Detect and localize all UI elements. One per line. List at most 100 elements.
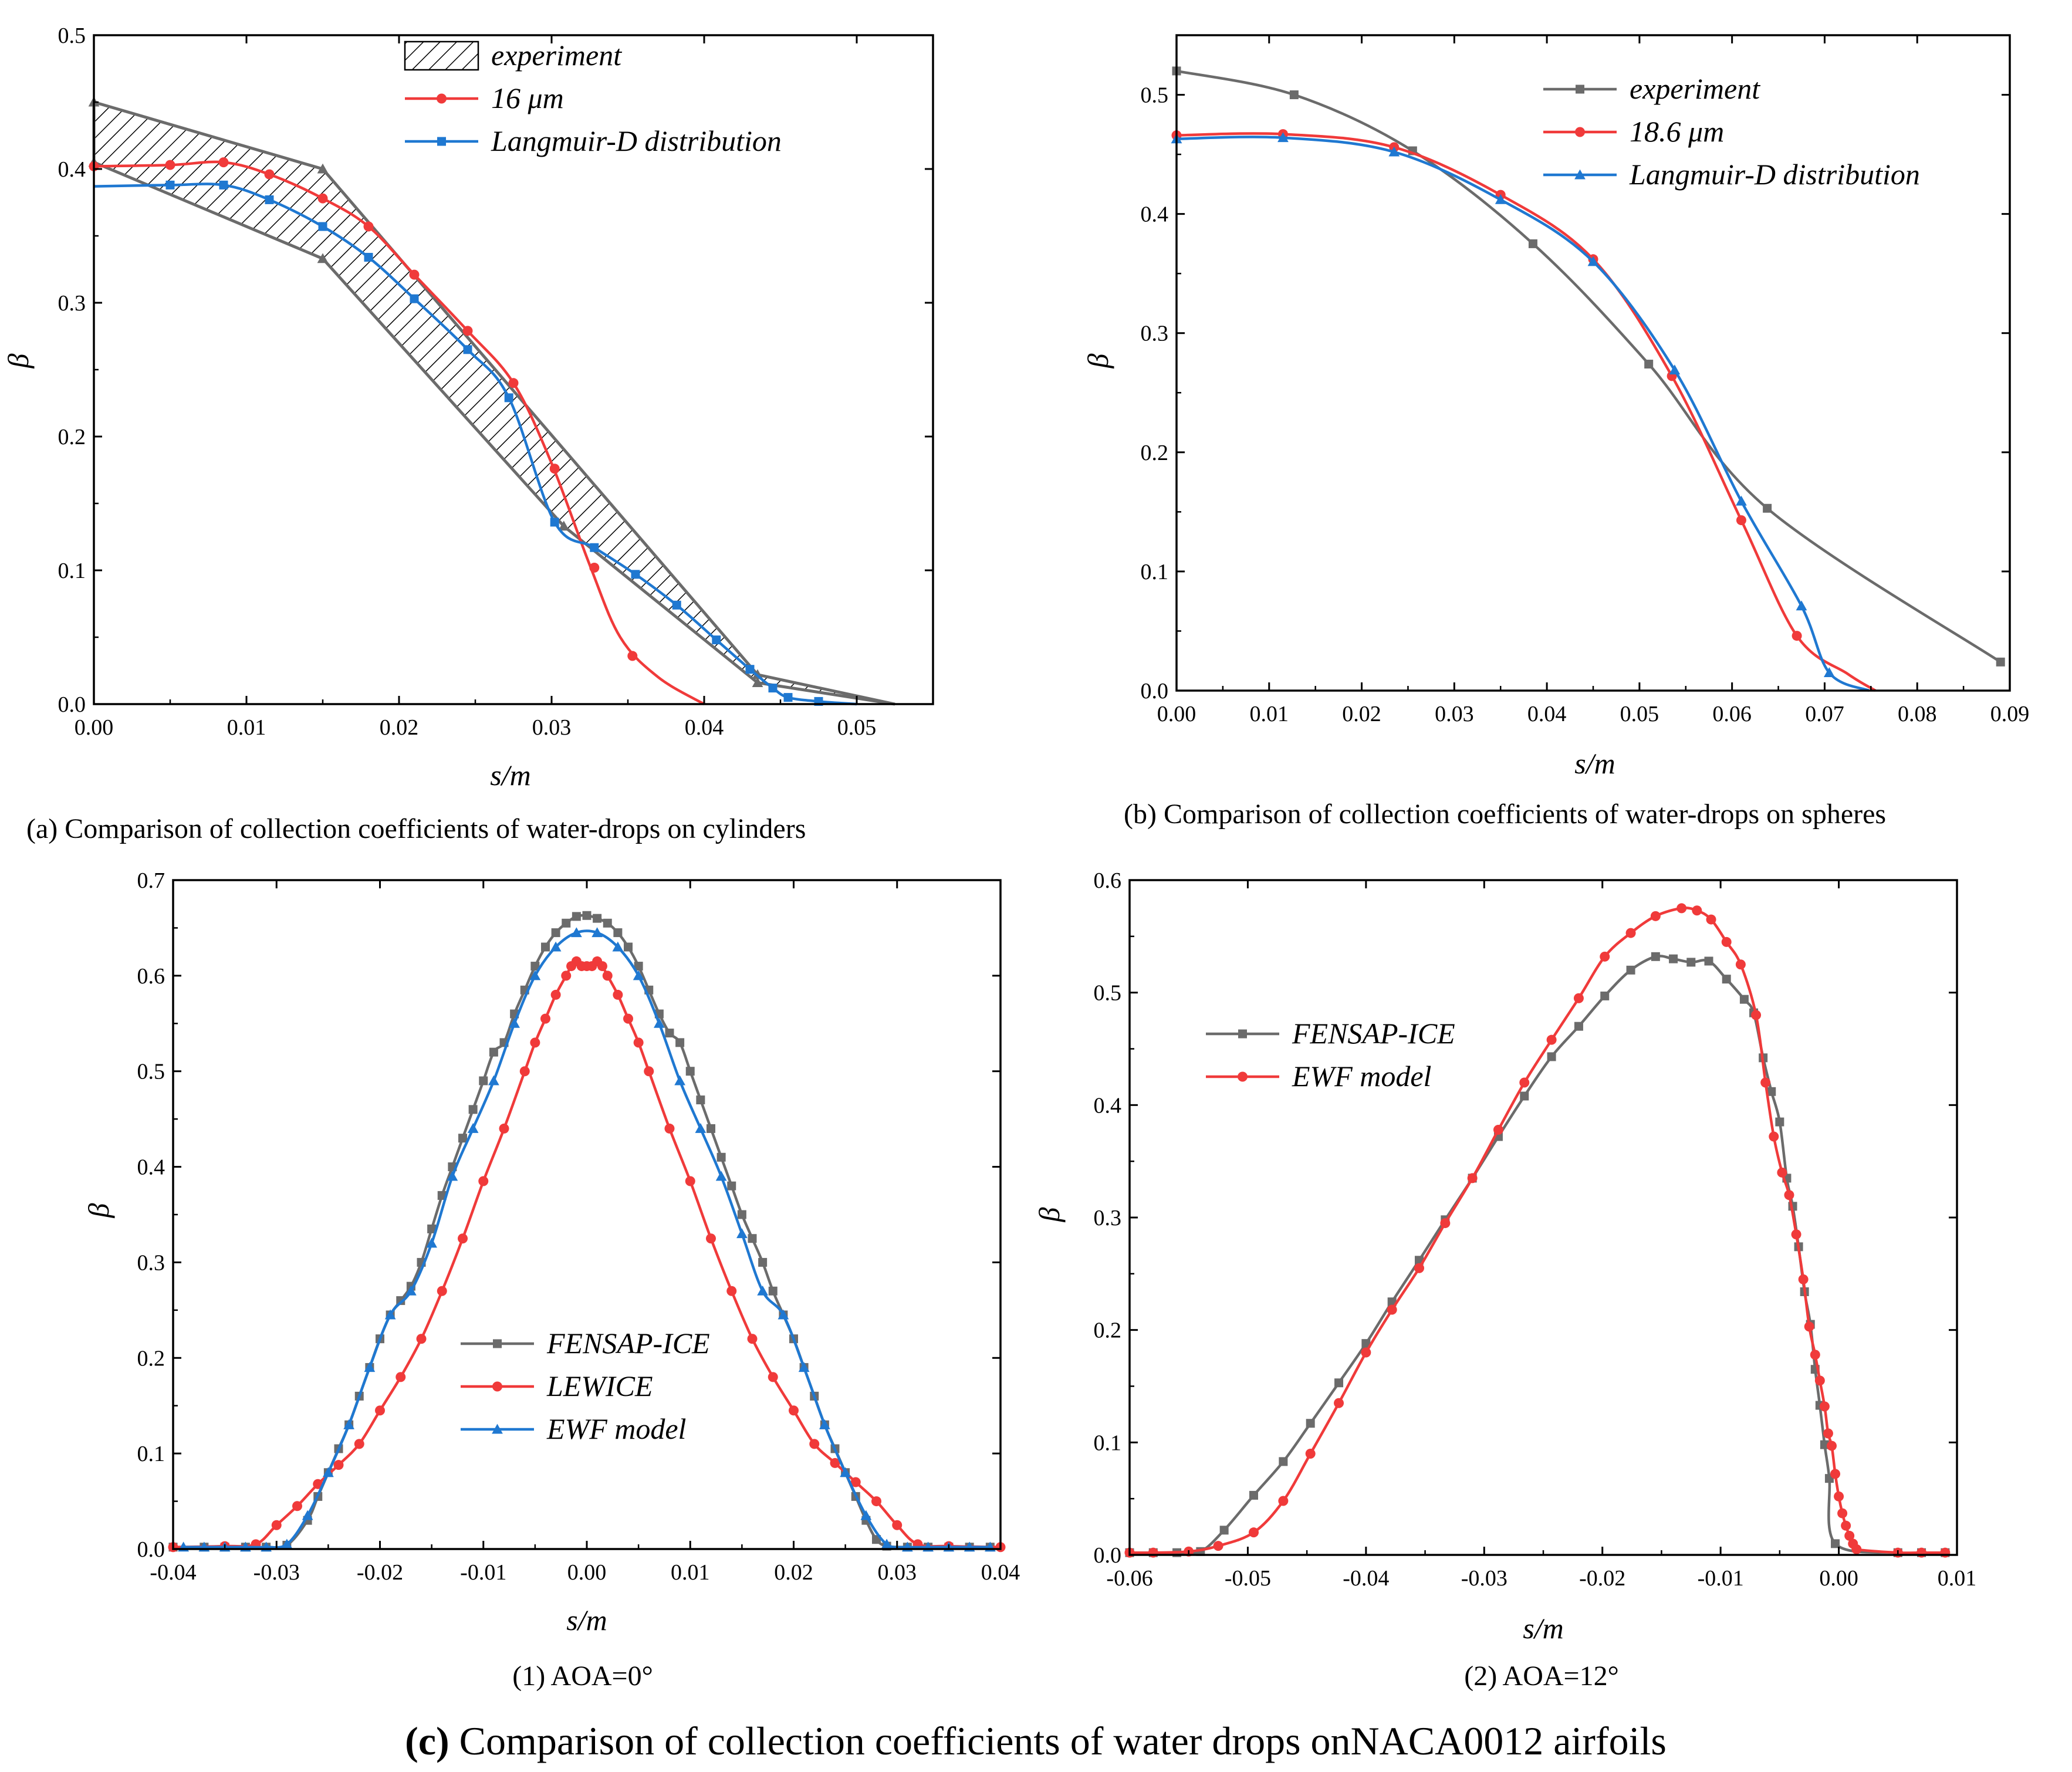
panel-c2-series-1-point <box>1467 1173 1478 1183</box>
panel-c1-x-tick-label: -0.04 <box>150 1560 196 1585</box>
panel-b-x-tick-label: 0.05 <box>1620 702 1659 726</box>
panel-a-plot-area: 0.00 0.01 0.02 0.03 0.04 0.05 0.0 0.1 0.2 0.3 0.4 0… <box>2 23 934 792</box>
panel-a-caption: (a) Comparison of collection coefficient… <box>26 813 806 844</box>
panel-a-legend-label: experiment <box>491 39 622 72</box>
panel-c1-series-0-point <box>572 912 581 921</box>
panel-c2-series-1-point <box>1777 1167 1787 1178</box>
panel-c1-series-1-point <box>354 1439 364 1449</box>
panel-c1-series-2-point <box>695 1123 707 1133</box>
panel-c2-series-1-point <box>1676 903 1687 914</box>
panel-c1-series-2-point <box>736 1228 748 1239</box>
panel-c1-series-1-point <box>809 1439 820 1449</box>
panel-c2-series-1-point <box>1213 1541 1223 1551</box>
panel-c1-series-0-point <box>479 1076 488 1085</box>
panel-a-series-1-point <box>631 570 640 579</box>
panel-c1-series-2-point <box>881 1538 893 1549</box>
panel-b-series-0-point <box>1289 90 1299 100</box>
panel-b-legend-label: experiment <box>1630 72 1760 105</box>
panel-c2-y-tick-label: 0.1 <box>1094 1431 1122 1455</box>
panel-c1-x-tick-label: -0.02 <box>357 1560 403 1585</box>
panel-c2-series-1-line <box>1129 907 1945 1554</box>
panel-c1-series-2-line <box>183 929 991 1549</box>
panel-c1-y-tick-label: 0.4 <box>137 1155 165 1180</box>
panel-b-series-2-point <box>1495 194 1506 204</box>
panel-c2-legend-label: EWF model <box>1292 1060 1431 1093</box>
panel-c1-series-1-point <box>437 1286 447 1296</box>
panel-c1-series-2-point <box>778 1309 789 1320</box>
panel-c2-x-tick-label: -0.02 <box>1579 1566 1625 1591</box>
panel-c2-y-axis-label: β <box>1033 1207 1066 1222</box>
panel-a-band-marker <box>752 677 763 688</box>
panel-c2-series-1-point <box>1804 1321 1814 1332</box>
panel-c2-series-1-point <box>1814 1375 1825 1386</box>
panel-c2-x-tick-label: -0.06 <box>1106 1566 1152 1591</box>
panel-c1-series-2-point <box>654 1017 665 1028</box>
panel-c1-series-0-point <box>737 1210 746 1219</box>
panel-c1-x-tick-label: -0.03 <box>253 1560 300 1585</box>
panel-a-legend-label: Langmuir-D distribution <box>491 124 782 157</box>
panel-c2-series-0-point <box>1361 1339 1371 1348</box>
panel-c1-series-1-point <box>602 970 613 981</box>
panel-c2-series-1-point <box>1440 1218 1451 1229</box>
panel-a-x-tick-label: 0.04 <box>685 715 724 740</box>
panel-c1-series-2-point <box>715 1171 727 1181</box>
panel-c2-series-1-point <box>1834 1491 1844 1502</box>
panel-a-series-0-point <box>627 651 638 661</box>
panel-c2-series-1-point <box>1851 1544 1862 1554</box>
panel-a-series-0-point <box>589 562 600 573</box>
panel-c1-series-2-point <box>323 1467 334 1477</box>
panel-c1-series-1-point <box>550 989 561 1000</box>
panel-c1-series-1-point <box>747 1334 758 1344</box>
panel-c1-series-0-point <box>634 962 643 971</box>
panel-c2-series-0-point <box>1574 1022 1583 1031</box>
panel-c1-series-1-point <box>561 970 572 981</box>
panel-c1-series-0-point <box>427 1224 437 1233</box>
panel-c1-x-tick-label: 0.01 <box>671 1560 710 1585</box>
panel-c1-x-axis-label: s/m <box>566 1604 607 1636</box>
panel-c1-series-2-point <box>674 1075 685 1085</box>
panel-c2-series-1-point <box>1361 1347 1371 1358</box>
panel-c1-series-1-point <box>685 1176 695 1186</box>
panel-c1-series-2-point <box>757 1285 768 1296</box>
panel-a-x-tick-label: 0.02 <box>380 715 419 740</box>
panel-c1-series-0-point <box>530 962 540 971</box>
panel-c2-series-0-point <box>1626 965 1635 975</box>
panel-b-legend-marker-0 <box>1576 84 1584 94</box>
panel-b-spheres: 0.00 0.01 0.02 0.03 0.04 0.05 0.06 0.07 0.08 0.09… <box>1081 34 2029 830</box>
panel-a-series-0-line <box>93 160 705 705</box>
panel-b-series-1-point <box>1736 515 1746 526</box>
panel-c1-axes-frame <box>172 879 1002 1550</box>
panel-c1-series-1-point <box>850 1477 861 1487</box>
panel-a-y-tick-label: 0.2 <box>58 425 86 449</box>
panel-c1-series-1-point <box>375 1405 385 1416</box>
panel-c2-series-0-point <box>1767 1087 1776 1096</box>
panel-c1-series-2-point <box>364 1362 376 1372</box>
panel-b-x-tick-label: 0.02 <box>1342 702 1381 726</box>
panel-c1-aoa0: -0.04 -0.03 -0.02 -0.01 0.00 0.01 0.02 0.03 0.04… <box>82 868 1020 1692</box>
panel-a-series-1-point <box>745 665 755 674</box>
panel-c2-series-1-point <box>1493 1125 1503 1135</box>
panel-c1-series-2-point <box>571 927 582 938</box>
panel-b-legend: experiment 18.6 μm Langmuir-D distribution <box>1543 72 1920 191</box>
panel-a-series-0-point <box>462 326 473 336</box>
panel-c2-y-tick-label: 0.3 <box>1094 1206 1122 1230</box>
panel-c1-series-1-point <box>830 1457 840 1468</box>
panel-b-series-0-line <box>1176 69 2002 664</box>
panel-c2-series-1-point <box>1650 911 1661 921</box>
panel-a-series-1-point <box>410 294 419 303</box>
panel-c1-series-2-point <box>529 970 541 980</box>
panel-a-band-marker <box>317 163 329 174</box>
panel-c2-legend: FENSAP-ICE EWF model <box>1206 1017 1455 1093</box>
panel-c1-series-1-point <box>478 1176 489 1186</box>
panel-c2-series-1-point <box>1826 1440 1837 1451</box>
panel-c2-series-0-point <box>1334 1378 1344 1388</box>
panel-a-x-tick-label: 0.03 <box>532 715 572 740</box>
panel-c2-legend-marker-0 <box>1238 1029 1247 1039</box>
panel-c1-series-2-point <box>860 1510 872 1520</box>
panel-c2-series-0-point <box>1279 1457 1288 1466</box>
panel-c1-series-0-point <box>562 918 571 928</box>
panel-b-x-tick-label: 0.04 <box>1527 702 1567 726</box>
panel-b-legend-label: 18.6 μm <box>1630 115 1724 148</box>
panel-b-y-axis-label: β <box>1081 353 1114 368</box>
panel-a-series-0-point <box>264 169 275 180</box>
